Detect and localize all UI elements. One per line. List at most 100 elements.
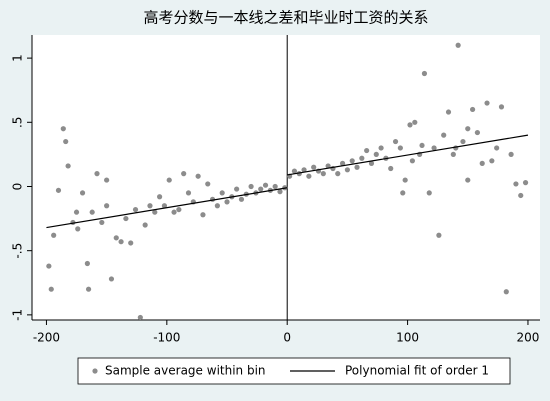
point bbox=[306, 173, 312, 179]
point bbox=[445, 109, 452, 115]
point bbox=[60, 126, 66, 132]
point bbox=[137, 314, 143, 321]
x-tick-label: -200 bbox=[33, 331, 60, 345]
point bbox=[325, 163, 331, 169]
point bbox=[407, 122, 413, 128]
point bbox=[161, 203, 168, 209]
point bbox=[176, 206, 182, 213]
point bbox=[104, 203, 110, 209]
point bbox=[354, 164, 360, 170]
point bbox=[465, 126, 471, 132]
point bbox=[200, 212, 206, 218]
point bbox=[238, 196, 245, 202]
point bbox=[152, 209, 158, 215]
point bbox=[118, 239, 124, 245]
point bbox=[291, 168, 298, 174]
point bbox=[469, 106, 476, 113]
point bbox=[181, 171, 187, 177]
point bbox=[479, 160, 485, 166]
point bbox=[503, 289, 509, 295]
point bbox=[65, 163, 71, 169]
point bbox=[378, 145, 384, 151]
point bbox=[99, 219, 105, 226]
point bbox=[132, 206, 139, 213]
point bbox=[344, 167, 350, 173]
point bbox=[113, 235, 119, 241]
point bbox=[388, 165, 394, 172]
point bbox=[494, 145, 500, 151]
point bbox=[397, 145, 403, 151]
point bbox=[104, 177, 110, 183]
point bbox=[368, 160, 375, 166]
point bbox=[359, 155, 365, 161]
point bbox=[301, 167, 307, 173]
point bbox=[349, 158, 355, 164]
point bbox=[498, 104, 505, 110]
point bbox=[84, 260, 90, 267]
point bbox=[195, 173, 201, 179]
point bbox=[450, 151, 456, 157]
point bbox=[128, 240, 134, 246]
y-tick-label: -1 bbox=[11, 309, 25, 321]
y-tick-label: 0 bbox=[11, 183, 25, 191]
point bbox=[513, 181, 519, 187]
fit-line bbox=[46, 187, 288, 229]
point bbox=[339, 160, 346, 166]
y-tick-label: 1 bbox=[11, 54, 25, 62]
point bbox=[392, 138, 399, 145]
fit-line bbox=[287, 134, 529, 176]
legend-label: Polynomial fit of order 1 bbox=[345, 364, 489, 378]
point bbox=[258, 186, 264, 192]
y-tick-label: .5 bbox=[11, 117, 25, 128]
point bbox=[219, 190, 225, 196]
point bbox=[94, 171, 100, 177]
point bbox=[157, 194, 163, 200]
plot-area bbox=[32, 35, 540, 320]
point bbox=[474, 129, 481, 136]
point bbox=[75, 226, 81, 232]
point bbox=[205, 181, 211, 187]
point bbox=[364, 147, 370, 154]
point bbox=[277, 189, 283, 195]
point bbox=[73, 209, 80, 215]
point bbox=[441, 132, 447, 138]
point bbox=[108, 276, 115, 282]
point bbox=[63, 138, 69, 145]
point bbox=[402, 177, 408, 183]
point bbox=[426, 190, 432, 196]
point bbox=[123, 215, 129, 222]
point bbox=[55, 187, 62, 193]
point bbox=[214, 203, 220, 209]
x-tick-label: 200 bbox=[517, 331, 540, 345]
point bbox=[412, 119, 418, 125]
point bbox=[311, 164, 317, 170]
point bbox=[373, 151, 379, 157]
point bbox=[455, 42, 461, 48]
point bbox=[51, 232, 57, 238]
x-tick-label: -100 bbox=[153, 331, 180, 345]
point bbox=[272, 183, 278, 190]
point bbox=[409, 158, 415, 164]
point bbox=[166, 177, 172, 183]
point bbox=[171, 209, 177, 215]
point bbox=[147, 203, 153, 209]
legend-label: Sample average within bin bbox=[105, 364, 266, 378]
point bbox=[248, 183, 254, 190]
point bbox=[89, 209, 95, 215]
point bbox=[522, 180, 529, 186]
point bbox=[79, 190, 86, 196]
point bbox=[419, 142, 425, 149]
point bbox=[46, 263, 52, 269]
point bbox=[508, 151, 514, 157]
legend-swatch bbox=[92, 368, 98, 374]
y-tick-label: -.5 bbox=[11, 243, 25, 259]
x-tick-label: 100 bbox=[396, 331, 419, 345]
point bbox=[465, 177, 471, 183]
point bbox=[460, 138, 466, 145]
point bbox=[262, 182, 269, 188]
point bbox=[489, 158, 495, 164]
point bbox=[185, 190, 192, 196]
point bbox=[48, 286, 54, 292]
point bbox=[484, 100, 490, 106]
